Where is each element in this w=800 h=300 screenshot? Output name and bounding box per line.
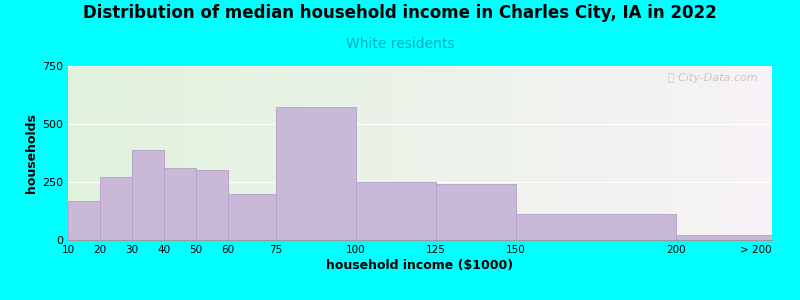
Bar	[276, 106, 356, 240]
Bar	[196, 170, 228, 240]
Text: White residents: White residents	[346, 38, 454, 52]
Text: Distribution of median household income in Charles City, IA in 2022: Distribution of median household income …	[83, 4, 717, 22]
Text: ⓘ City-Data.com: ⓘ City-Data.com	[668, 73, 758, 83]
Bar	[436, 184, 516, 240]
Bar	[228, 194, 276, 240]
Bar	[68, 201, 100, 240]
X-axis label: household income ($1000): household income ($1000)	[326, 259, 514, 272]
Bar	[356, 182, 436, 240]
Bar	[164, 168, 196, 240]
Y-axis label: households: households	[25, 113, 38, 193]
Bar	[676, 236, 772, 240]
Bar	[100, 177, 132, 240]
Bar	[132, 149, 164, 240]
Bar	[516, 214, 676, 240]
